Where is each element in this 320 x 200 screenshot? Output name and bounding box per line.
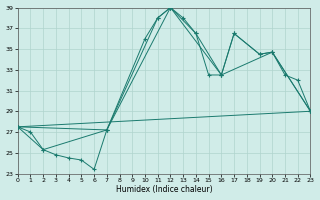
X-axis label: Humidex (Indice chaleur): Humidex (Indice chaleur) — [116, 185, 212, 194]
